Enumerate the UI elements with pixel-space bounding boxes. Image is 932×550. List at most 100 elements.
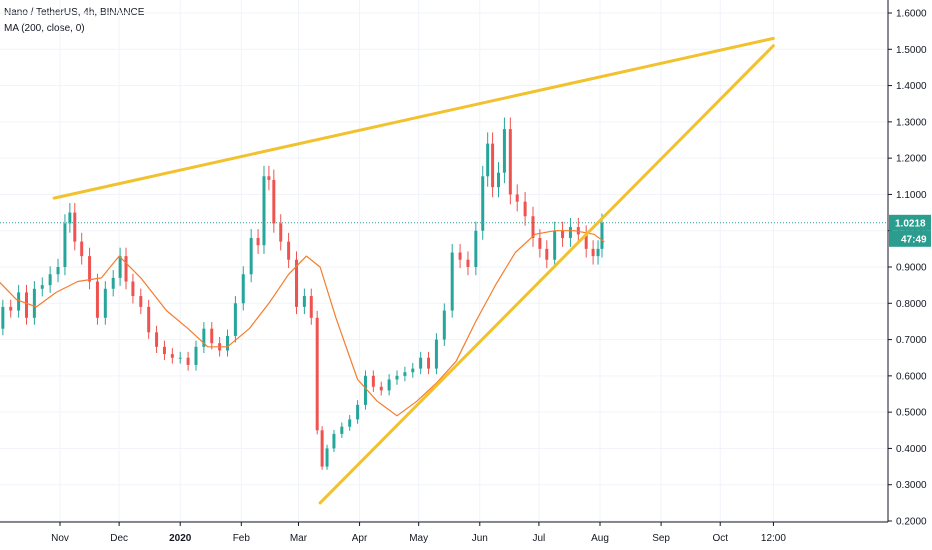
candle-body — [379, 386, 383, 391]
indicator-legend[interactable]: MA (200, close, 0) — [4, 23, 85, 34]
time-tick-label: Jun — [472, 533, 488, 544]
candle-body — [320, 430, 324, 467]
trendline-3 — [318, 44, 775, 505]
candle-body — [124, 256, 128, 282]
candle-body — [73, 212, 77, 242]
time-tick-label: May — [409, 533, 428, 544]
candle-body — [309, 296, 313, 318]
candle-body — [56, 267, 60, 275]
price-axis[interactable]: 1.60001.50001.40001.30001.20001.10001.00… — [887, 0, 927, 528]
candle-body — [262, 176, 266, 246]
price-tick-label: 1.4000 — [896, 81, 927, 92]
candle-body — [466, 259, 470, 267]
candle-body — [403, 372, 407, 376]
candle-body — [267, 176, 271, 180]
candle-body — [302, 296, 306, 307]
candle-body — [162, 346, 166, 355]
candle-body — [411, 368, 415, 373]
time-tick-label: Oct — [712, 533, 728, 544]
candle-body — [111, 277, 115, 289]
candle-body — [481, 176, 485, 231]
candle-body — [40, 285, 44, 289]
candle-body — [202, 328, 206, 347]
candle-body — [363, 375, 367, 405]
price-tick-label: 0.5000 — [896, 408, 927, 419]
candle-body — [508, 129, 512, 195]
time-tick-label: Nov — [51, 533, 69, 544]
candle-body — [279, 223, 283, 242]
candle-body — [249, 237, 253, 275]
candle-body — [523, 201, 527, 217]
candle-body — [131, 281, 135, 297]
candle-body — [325, 448, 329, 467]
candle-body — [486, 143, 490, 177]
candle-body — [118, 256, 122, 278]
time-tick-label: Apr — [352, 533, 368, 544]
candle-body — [553, 230, 557, 260]
candle-body — [48, 274, 52, 286]
candle-body — [226, 335, 230, 351]
last-price-label: 1.0218 — [895, 218, 926, 229]
candle-body — [9, 306, 13, 311]
candle-body — [395, 375, 399, 380]
candle-body — [434, 339, 438, 369]
candle-body — [458, 252, 462, 260]
candle-body — [561, 230, 565, 238]
time-tick-label: Aug — [591, 533, 609, 544]
candle-body — [241, 274, 245, 304]
candle-body — [600, 222, 604, 249]
time-tick-label: 12:00 — [761, 533, 786, 544]
candle-body — [332, 433, 336, 449]
price-tick-label: 1.6000 — [896, 9, 927, 20]
candle-body — [147, 306, 151, 333]
price-tick-label: 1.2000 — [896, 154, 927, 165]
candle-body — [474, 230, 478, 267]
candle-body — [256, 237, 260, 246]
price-tick-label: 0.9000 — [896, 263, 927, 274]
candle-body — [371, 375, 375, 387]
price-tick-label: 1.1000 — [896, 190, 927, 201]
candle-body — [139, 296, 143, 307]
time-tick-label: Jul — [533, 533, 546, 544]
time-tick-label: 2020 — [169, 533, 192, 544]
candle-body — [596, 248, 600, 257]
candle-body — [294, 259, 298, 307]
candle-body — [1, 306, 5, 329]
trendline-2 — [52, 36, 775, 200]
candle-body — [68, 212, 72, 224]
series-layer — [0, 36, 775, 505]
time-tick-label: Feb — [233, 533, 251, 544]
candle-body — [233, 303, 237, 336]
candle-body — [186, 357, 190, 365]
price-tick-label: 1.5000 — [896, 45, 927, 56]
candle-body — [32, 288, 36, 318]
candle-body — [210, 328, 214, 344]
last-price-tag: 1.0218 47:49 — [889, 214, 931, 247]
candle-body — [272, 179, 276, 224]
candle-body — [340, 426, 344, 434]
candle-body — [348, 419, 352, 427]
countdown-tag-bg — [889, 230, 931, 247]
candle-body — [95, 281, 99, 318]
candle-body — [591, 248, 595, 257]
time-axis[interactable]: Nov Dec 2020 Feb Mar Apr May Jun Jul Aug Sep Oct 12:… — [0, 521, 888, 544]
price-tick-label: 0.4000 — [896, 444, 927, 455]
candle-body — [80, 241, 84, 257]
candle-body — [103, 288, 107, 318]
candle-body — [584, 234, 588, 249]
candle-body — [568, 227, 572, 238]
candle-body — [170, 354, 174, 358]
candle-body — [194, 346, 198, 365]
candle-body — [178, 357, 182, 359]
price-tick-label: 0.7000 — [896, 335, 927, 346]
candle-body — [531, 216, 535, 238]
candle-body — [17, 292, 21, 311]
candle-body — [356, 404, 360, 420]
price-tick-label: 0.8000 — [896, 299, 927, 310]
candle-body — [497, 172, 501, 188]
candle-body — [88, 256, 92, 282]
price-tick-label: 0.2000 — [896, 517, 927, 528]
candle-body — [63, 223, 67, 267]
chart-grid — [0, 0, 888, 522]
